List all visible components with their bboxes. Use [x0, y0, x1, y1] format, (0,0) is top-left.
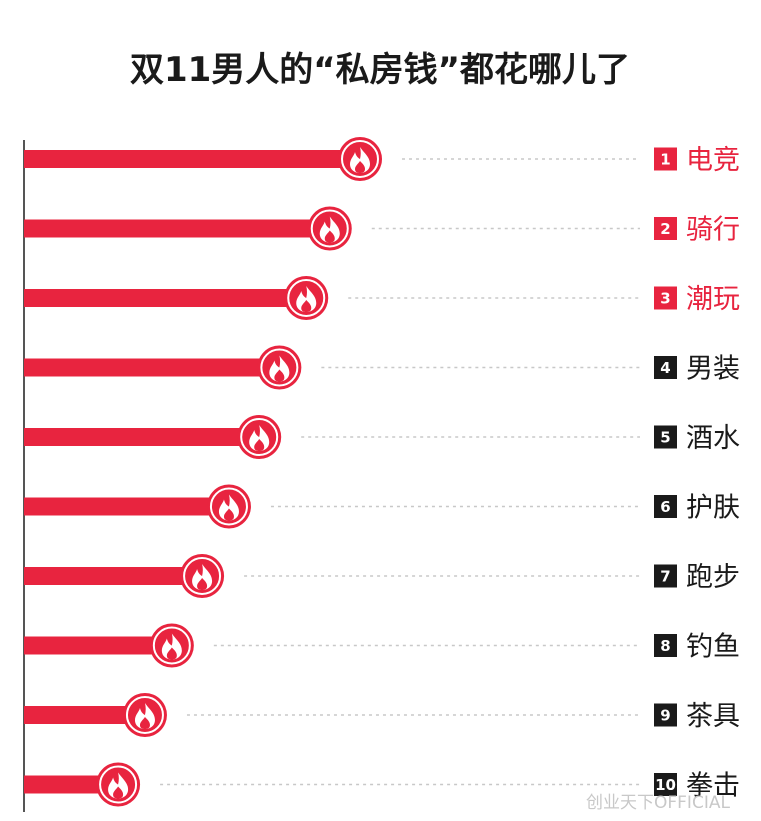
- chart-title: 双11男人的“私房钱”都花哪儿了: [130, 50, 630, 90]
- flame-icon-outer: [192, 564, 213, 590]
- flame-icon-inner: [113, 786, 124, 799]
- flame-icon-inner: [166, 647, 177, 660]
- flame-icon-ring: [209, 487, 248, 526]
- flame-icon: [180, 554, 225, 598]
- rank-box: [654, 773, 677, 796]
- category-label: 酒水: [686, 423, 740, 454]
- category-label: 男装: [686, 354, 740, 385]
- category-label: 跑步: [686, 562, 740, 593]
- flame-icon-outer: [108, 772, 129, 799]
- flame-icon-outer: [249, 425, 270, 451]
- rank-number: 1: [660, 151, 670, 169]
- rank-box: [654, 147, 677, 171]
- bar-row: 4 男装: [24, 345, 740, 390]
- flame-icon: [96, 762, 141, 807]
- bar: [24, 567, 203, 585]
- bar: [24, 150, 360, 168]
- rank-box: [654, 425, 677, 449]
- flame-icon: [284, 276, 329, 320]
- flame-icon-inner: [223, 508, 234, 521]
- flame-icon-outer: [350, 147, 370, 173]
- category-label: 电竞: [686, 145, 740, 176]
- category-label: 护肤: [686, 493, 740, 524]
- flame-icon-ring: [99, 765, 138, 804]
- bar: [24, 775, 119, 794]
- flame-icon: [257, 345, 302, 390]
- rank-number: 7: [660, 568, 670, 586]
- bar: [24, 289, 307, 307]
- rank-box: [654, 286, 677, 310]
- flame-icon-ring: [125, 696, 164, 734]
- bar-row: 6 护肤: [24, 484, 740, 529]
- bars-group: 1 电竞 2 骑行 3 潮玩 4 男装 5 酒水 6 护肤 7 跑步 8 钓鱼 9 茶具 10 拳击: [24, 137, 740, 807]
- flame-icon-ring: [310, 209, 349, 248]
- watermark-text: 创业天下OFFICIAL: [586, 793, 730, 813]
- flame-icon-ring: [152, 626, 191, 665]
- rank-number: 6: [660, 498, 670, 516]
- flame-icon-ring: [287, 279, 326, 317]
- bar-row: 3 潮玩: [24, 276, 740, 320]
- flame-icon: [149, 623, 194, 668]
- category-label: 潮玩: [686, 284, 740, 315]
- bar-row: 2 骑行: [24, 206, 740, 251]
- bar-row: 5 酒水: [24, 415, 740, 459]
- rank-number: 9: [660, 707, 670, 725]
- flame-icon-outer: [134, 703, 155, 729]
- rank-box: [654, 703, 677, 727]
- flame-icon: [307, 206, 352, 251]
- bar: [24, 358, 280, 377]
- rank-number: 10: [655, 776, 676, 794]
- category-label: 拳击: [686, 771, 740, 802]
- rank-number: 5: [660, 429, 670, 447]
- flame-icon: [338, 137, 382, 181]
- rank-box: [654, 217, 677, 240]
- flame-icon-ring: [341, 140, 379, 178]
- rank-number: 4: [660, 359, 670, 377]
- flame-icon-ring: [183, 557, 222, 595]
- flame-icon-inner: [197, 578, 208, 590]
- bar: [24, 636, 172, 655]
- flame-icon-ring: [240, 418, 279, 456]
- bar-row: 9 茶具: [24, 693, 740, 737]
- flame-icon-inner: [324, 230, 335, 243]
- flame-icon-inner: [355, 161, 365, 173]
- bar: [24, 219, 330, 238]
- rank-box: [654, 356, 677, 379]
- flame-icon-ring: [260, 348, 299, 387]
- rank-box: [654, 634, 677, 657]
- flame-icon-outer: [319, 216, 340, 243]
- bar: [24, 706, 145, 724]
- rank-number: 3: [660, 290, 670, 308]
- bar-row: 7 跑步: [24, 554, 740, 598]
- category-label: 钓鱼: [686, 632, 740, 663]
- bar-row: 1 电竞: [24, 137, 740, 181]
- rank-box: [654, 564, 677, 588]
- flame-icon: [206, 484, 251, 529]
- rank-box: [654, 495, 677, 518]
- flame-icon-inner: [274, 369, 285, 382]
- bar-row: 10 拳击: [24, 762, 740, 807]
- bar: [24, 497, 229, 516]
- bar: [24, 428, 260, 446]
- flame-icon-outer: [161, 633, 182, 660]
- flame-icon-inner: [254, 439, 265, 451]
- flame-icon-inner: [301, 300, 312, 312]
- flame-icon: [122, 693, 167, 737]
- flame-icon: [237, 415, 282, 459]
- rank-number: 2: [660, 220, 670, 238]
- flame-icon-outer: [296, 286, 317, 312]
- rank-number: 8: [660, 637, 670, 655]
- flame-icon-inner: [139, 717, 150, 729]
- flame-icon-outer: [218, 494, 239, 521]
- category-label: 茶具: [686, 701, 740, 732]
- category-label: 骑行: [686, 215, 740, 246]
- flame-icon-outer: [269, 355, 290, 382]
- bar-row: 8 钓鱼: [24, 623, 740, 668]
